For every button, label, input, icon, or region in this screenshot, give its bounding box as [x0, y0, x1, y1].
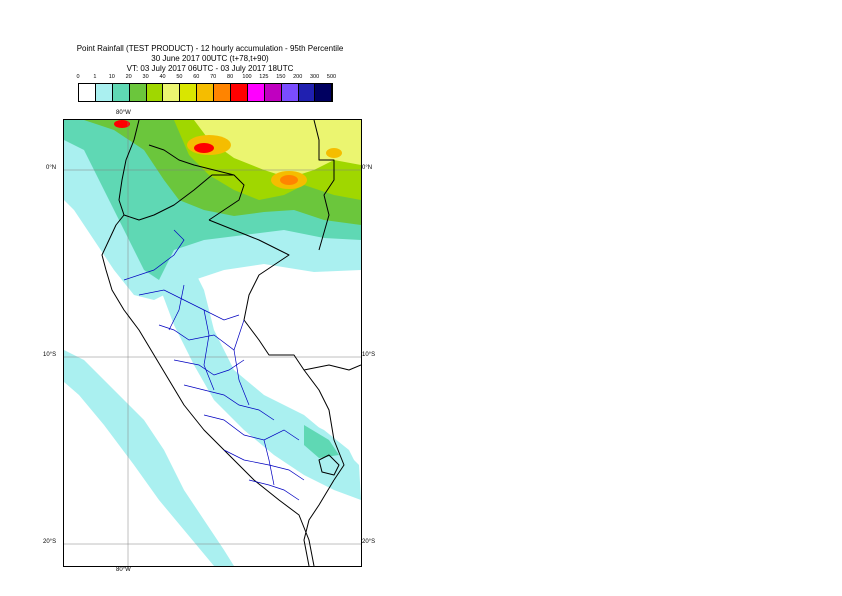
lat-label-10-right: 10°S: [362, 352, 376, 358]
rainfall-map: [63, 119, 362, 567]
lat-label-10-left: 10°S: [43, 352, 57, 358]
region-line-6: [203, 414, 300, 441]
legend-label: 10: [108, 74, 115, 80]
region-line-9: [168, 284, 185, 331]
border-brazil-bolivia: [303, 364, 361, 371]
legend-label: 70: [210, 74, 217, 80]
border-colombia-venezuela: [313, 120, 335, 251]
legend-swatch: [197, 84, 215, 101]
region-line-2: [138, 289, 240, 321]
border-peru-bolivia: [303, 479, 335, 566]
legend-swatch: [264, 84, 282, 101]
map-canvas: [64, 120, 361, 566]
lat-label-0-left: 0°N: [46, 165, 57, 171]
region-line-1: [123, 229, 185, 281]
legend-label: 125: [259, 74, 269, 80]
border-ecuador-peru: [123, 174, 245, 221]
coastline: [101, 120, 315, 566]
legend-swatch: [315, 84, 333, 101]
lon-label-top: 80°W: [116, 110, 131, 116]
region-line-11: [233, 349, 250, 406]
map-title: Point Rainfall (TEST PRODUCT) - 12 hourl…: [76, 44, 344, 53]
border-peru-brazil: [208, 219, 345, 481]
border-colombia-ecuador: [148, 144, 235, 176]
rain-hotspot-north-red: [194, 143, 214, 153]
region-line-10: [203, 309, 215, 391]
legend-label: 300: [310, 74, 320, 80]
legend-swatch: [79, 84, 96, 101]
lake-titicaca: [318, 454, 340, 476]
region-line-7: [223, 449, 305, 481]
legend-label: 60: [193, 74, 200, 80]
legend-label: 30: [142, 74, 149, 80]
legend-swatch: [214, 84, 232, 101]
lon-label-bottom: 80°W: [116, 567, 131, 573]
run-time: 30 June 2017 00UTC (t+78,t+90): [151, 54, 269, 63]
legend-swatch: [129, 84, 147, 101]
legend-label: 500: [326, 74, 337, 80]
legend-swatch: [281, 84, 299, 101]
country-borders: [101, 120, 361, 566]
legend-swatch: [231, 84, 248, 101]
rain-hotspot-ne: [326, 148, 342, 158]
legend-bar: [78, 83, 334, 102]
lat-label-20-right: 20°S: [362, 539, 376, 545]
lat-label-20-left: 20°S: [43, 539, 57, 545]
legend-swatch: [298, 84, 316, 101]
legend-label: 1: [93, 74, 97, 80]
rain-hotspot-70: [280, 175, 298, 185]
legend-swatch: [180, 84, 198, 101]
region-line-12: [263, 439, 275, 486]
regional-borders: [123, 229, 305, 501]
legend-swatch: [146, 84, 164, 101]
legend-label: 150: [276, 74, 286, 80]
legend-swatch: [112, 84, 130, 101]
legend-swatch: [247, 84, 265, 101]
legend-label: 40: [159, 74, 166, 80]
rain-hotspot-nw: [114, 120, 130, 128]
region-line-3: [158, 319, 245, 351]
legend-label: 200: [293, 74, 303, 80]
legend-swatch: [163, 84, 181, 101]
valid-time: VT: 03 July 2017 06UTC - 03 July 2017 18…: [126, 64, 294, 73]
rain-1mm-ocean-south: [64, 350, 234, 566]
rain-40mm: [194, 120, 361, 178]
rain-10mm-south-andes: [304, 425, 339, 458]
region-line-4: [173, 359, 245, 376]
legend-label: 50: [176, 74, 183, 80]
legend-label: 100: [242, 74, 252, 80]
color-legend: 0 1 10 20 30 40 50 60 70 80 100 125 150 200 300 500: [76, 74, 348, 104]
legend-swatch: [95, 84, 113, 101]
region-line-8: [248, 479, 300, 501]
lat-label-0-right: 0°N: [362, 165, 373, 171]
region-line-5: [183, 384, 275, 421]
legend-label: 0: [76, 74, 80, 80]
rainfall-field: [64, 120, 361, 566]
legend-label: 80: [227, 74, 234, 80]
legend-label: 20: [125, 74, 132, 80]
